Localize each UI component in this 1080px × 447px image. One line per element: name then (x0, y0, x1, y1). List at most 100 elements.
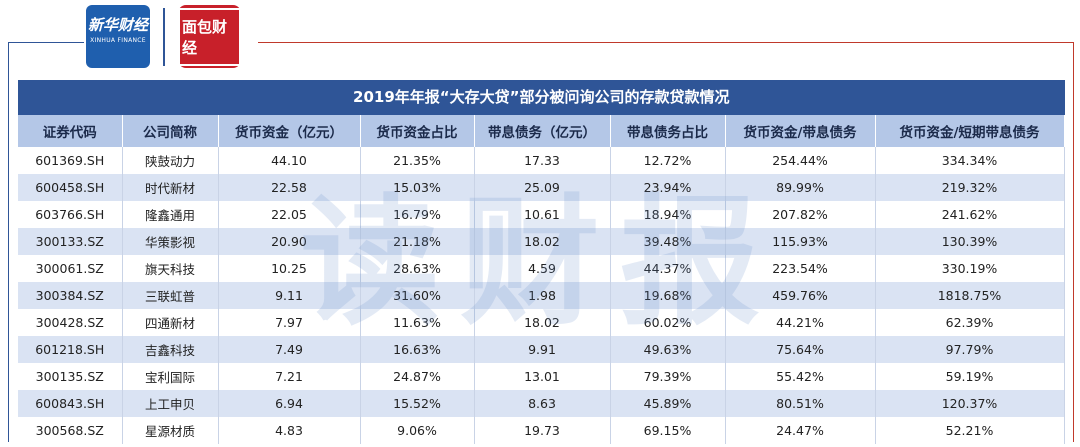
header-row: 证券代码 公司简称 货币资金（亿元） 货币资金占比 带息债务（亿元） 带息债务占比 货币资金… (18, 115, 1065, 147)
table-cell: 22.05 (218, 201, 361, 228)
table-cell: 20.90 (218, 228, 361, 255)
frame-line (258, 42, 1074, 43)
table-cell: 23.94% (610, 174, 726, 201)
table-cell: 星源材质 (122, 417, 219, 444)
table-cell: 25.09 (474, 174, 611, 201)
table-cell: 隆鑫通用 (122, 201, 219, 228)
table-cell: 9.91 (474, 336, 611, 363)
table-cell: 44.10 (218, 147, 361, 174)
table-cell: 223.54% (725, 255, 876, 282)
table-row: 300568.SZ 星源材质 4.83 9.06% 19.73 69.15% 24.47% 5… (18, 417, 1065, 444)
table-cell: 旗天科技 (122, 255, 219, 282)
table-cell: 6.94 (218, 390, 361, 417)
table-cell: 8.63 (474, 390, 611, 417)
table-cell: 300428.SZ (18, 309, 123, 336)
table-cell: 11.63% (360, 309, 475, 336)
table-cell: 459.76% (725, 282, 876, 309)
table-cell: 16.79% (360, 201, 475, 228)
logo-text: 新华财经 (87, 16, 148, 34)
table-cell: 1.98 (474, 282, 611, 309)
table-cell: 时代新材 (122, 174, 219, 201)
header-cell: 证券代码 (18, 115, 123, 147)
table-cell: 三联虹普 (122, 282, 219, 309)
table-cell: 16.63% (360, 336, 475, 363)
header-cell: 带息债务（亿元） (474, 115, 611, 147)
table-cell: 华策影视 (122, 228, 219, 255)
table-cell: 601369.SH (18, 147, 123, 174)
table-cell: 4.83 (218, 417, 361, 444)
table-row: 603766.SH 隆鑫通用 22.05 16.79% 10.61 18.94% 207.8… (18, 201, 1065, 228)
table-cell: 吉鑫科技 (122, 336, 219, 363)
table-row: 300061.SZ 旗天科技 10.25 28.63% 4.59 44.37% 223.54… (18, 255, 1065, 282)
table-cell: 254.44% (725, 147, 876, 174)
table-cell: 19.73 (474, 417, 611, 444)
table-row: 601369.SH 陕鼓动力 44.10 21.35% 17.33 12.72% 254.4… (18, 147, 1065, 174)
table-row: 600843.SH 上工申贝 6.94 15.52% 8.63 45.89% 80.51% 1… (18, 390, 1065, 417)
table-cell: 四通新材 (122, 309, 219, 336)
table-cell: 13.01 (474, 363, 611, 390)
table-cell: 300384.SZ (18, 282, 123, 309)
frame-line (8, 42, 9, 442)
table-cell: 44.37% (610, 255, 726, 282)
table-cell: 12.72% (610, 147, 726, 174)
table-cell: 62.39% (875, 309, 1065, 336)
table-cell: 9.11 (218, 282, 361, 309)
table-cell: 15.03% (360, 174, 475, 201)
header-cell: 货币资金/带息债务 (725, 115, 876, 147)
table-cell: 60.02% (610, 309, 726, 336)
header-cell: 货币资金占比 (360, 115, 475, 147)
table-cell: 39.48% (610, 228, 726, 255)
separator (163, 8, 165, 66)
table-row: 300428.SZ 四通新材 7.97 11.63% 18.02 60.02% 44.21%… (18, 309, 1065, 336)
table-cell: 89.99% (725, 174, 876, 201)
table-row: 300135.SZ 宝利国际 7.21 24.87% 13.01 79.39% 55.42%… (18, 363, 1065, 390)
table-cell: 18.94% (610, 201, 726, 228)
header-cell: 公司简称 (122, 115, 219, 147)
table-cell: 19.68% (610, 282, 726, 309)
table-row: 601218.SH 吉鑫科技 7.49 16.63% 9.91 49.63% 75.64% 9… (18, 336, 1065, 363)
table-cell: 31.60% (360, 282, 475, 309)
table-cell: 28.63% (360, 255, 475, 282)
table-cell: 120.37% (875, 390, 1065, 417)
table-cell: 69.15% (610, 417, 726, 444)
table-row: 300384.SZ 三联虹普 9.11 31.60% 1.98 19.68% 459.76%… (18, 282, 1065, 309)
table-cell: 45.89% (610, 390, 726, 417)
table-cell: 334.34% (875, 147, 1065, 174)
table-row: 300133.SZ 华策影视 20.90 21.18% 18.02 39.48% 115.9… (18, 228, 1065, 255)
table-cell: 7.21 (218, 363, 361, 390)
table-cell: 17.33 (474, 147, 611, 174)
table-cell: 300133.SZ (18, 228, 123, 255)
header-cell: 带息债务占比 (610, 115, 726, 147)
table-cell: 75.64% (725, 336, 876, 363)
table-cell: 18.02 (474, 228, 611, 255)
table-body: 601369.SH 陕鼓动力 44.10 21.35% 17.33 12.72% 254.4… (18, 147, 1065, 444)
table-cell: 330.19% (875, 255, 1065, 282)
table-cell: 陕鼓动力 (122, 147, 219, 174)
table-cell: 600458.SH (18, 174, 123, 201)
table-cell: 21.18% (360, 228, 475, 255)
table-cell: 130.39% (875, 228, 1065, 255)
table-cell: 24.47% (725, 417, 876, 444)
logo: 面包财经 (178, 5, 241, 68)
table-cell: 宝利国际 (122, 363, 219, 390)
table-cell: 15.52% (360, 390, 475, 417)
table-cell: 10.25 (218, 255, 361, 282)
table-cell: 59.19% (875, 363, 1065, 390)
table-cell: 300135.SZ (18, 363, 123, 390)
frame-line (8, 42, 84, 43)
table-cell: 52.21% (875, 417, 1065, 444)
table-cell: 601218.SH (18, 336, 123, 363)
table-cell: 207.82% (725, 201, 876, 228)
table-cell: 300061.SZ (18, 255, 123, 282)
table-cell: 24.87% (360, 363, 475, 390)
table-cell: 600843.SH (18, 390, 123, 417)
table-cell: 7.49 (218, 336, 361, 363)
table-cell: 44.21% (725, 309, 876, 336)
table-cell: 9.06% (360, 417, 475, 444)
table-cell: 241.62% (875, 201, 1065, 228)
table-cell: 97.79% (875, 336, 1065, 363)
logo: 新华财经 XINHUA FINANCE (86, 5, 150, 68)
table-cell: 10.61 (474, 201, 611, 228)
table-cell: 上工申贝 (122, 390, 219, 417)
